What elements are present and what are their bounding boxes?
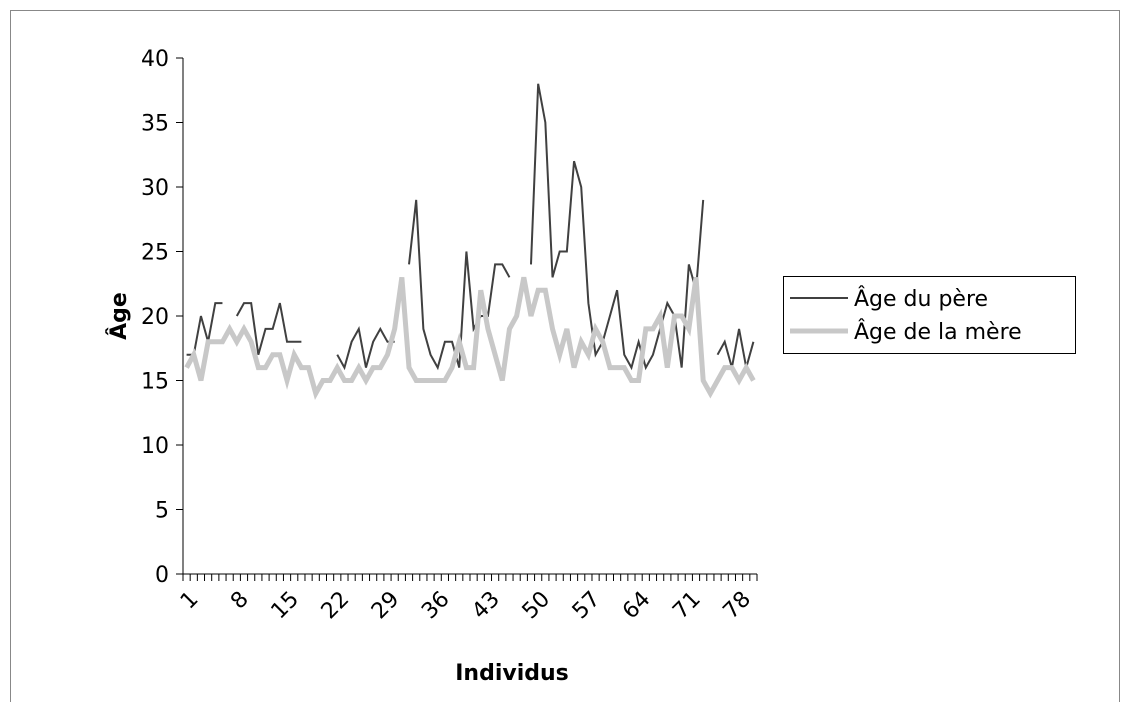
y-axis-title: Âge	[106, 292, 132, 340]
y-tick-label: 25	[141, 241, 169, 266]
legend-box	[783, 276, 1076, 354]
x-tick-label: 36	[417, 587, 454, 624]
x-tick-label: 15	[267, 587, 304, 624]
chart-border	[10, 10, 1120, 702]
x-axis-title: Individus	[455, 661, 569, 686]
y-tick-label: 35	[141, 112, 169, 137]
x-tick-label: 8	[226, 587, 254, 615]
x-tick-label: 29	[367, 587, 404, 624]
x-tick-label: 64	[618, 587, 655, 624]
x-tick-label: 57	[568, 587, 605, 624]
x-tick-label: 43	[467, 587, 504, 624]
legend-label: Âge de la mère	[854, 319, 1022, 345]
y-tick-label: 20	[141, 305, 169, 330]
x-tick-label: 1	[176, 587, 204, 615]
series-line	[184, 276, 756, 400]
y-tick-label: 10	[141, 434, 169, 459]
x-tick-label: 50	[518, 587, 555, 624]
legend-label: Âge du père	[854, 286, 988, 312]
y-tick-label: 0	[155, 563, 169, 588]
x-tick-label: 78	[719, 587, 756, 624]
y-tick-label: 40	[141, 47, 169, 72]
y-tick-label: 30	[141, 176, 169, 201]
y-tick-label: 15	[141, 370, 169, 395]
series-line	[186, 83, 755, 371]
x-tick-label: 71	[668, 587, 705, 624]
x-tick-label: 22	[317, 587, 354, 624]
y-tick-label: 5	[155, 499, 169, 524]
